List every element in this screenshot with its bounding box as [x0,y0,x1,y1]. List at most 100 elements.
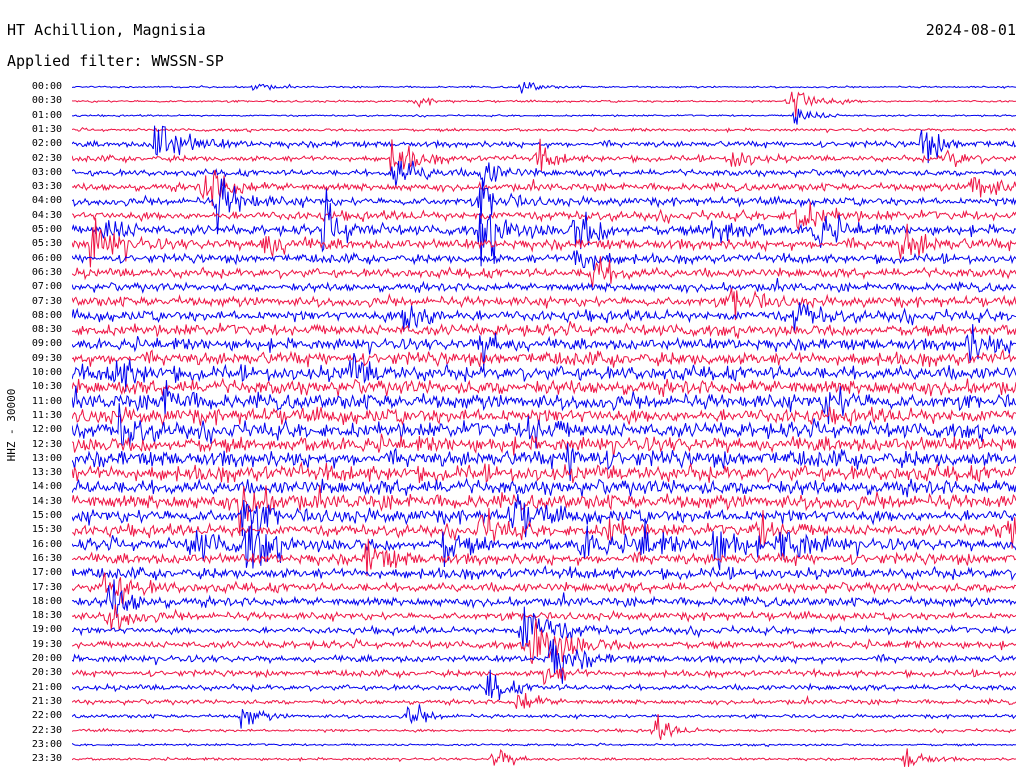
time-tick-label: 07:30 [31,295,62,307]
trace-row-12-00 [72,403,1016,449]
trace-row-10-30 [72,377,1016,397]
trace-row-20-00 [72,639,1016,684]
date-label: 2024-08-01 [925,21,1016,39]
trace-row-13-00 [72,443,1016,482]
time-tick-label: 00:30 [31,95,62,107]
time-tick-label: 07:00 [31,281,62,293]
trace-row-01-00 [72,108,1016,125]
trace-row-06-30 [72,256,1016,288]
time-tick-label: 10:00 [31,367,62,378]
time-tick-label: 09:30 [31,352,62,364]
time-tick-label: 02:30 [31,152,62,164]
trace-row-08-00 [72,302,1016,333]
time-tick-label: 15:00 [31,510,62,521]
time-tick-label: 02:00 [31,138,62,150]
trace-row-07-00 [72,278,1016,295]
time-tick-label: 19:30 [31,638,62,650]
time-tick-label: 22:00 [31,710,62,722]
time-tick-label: 06:00 [31,252,62,264]
time-tick-label: 18:00 [31,595,62,607]
trace-row-17-30 [72,572,1016,606]
time-tick-label: 04:30 [31,209,62,221]
trace-row-23-30 [72,748,1016,767]
trace-row-18-30 [72,604,1016,631]
time-tick-label: 01:30 [31,123,62,135]
time-tick-label: 13:30 [31,467,62,479]
trace-row-23-00 [72,742,1016,748]
trace-row-19-30 [72,618,1016,664]
trace-row-04-00 [72,178,1016,235]
trace-row-14-30 [72,485,1016,536]
time-tick-label: 14:30 [31,495,62,507]
trace-row-05-30 [72,218,1016,268]
station-title: HT Achillion, Magnisia [7,21,206,39]
time-tick-label: 11:00 [31,395,62,407]
trace-row-15-30 [72,507,1016,549]
time-tick-label: 22:30 [31,724,62,736]
trace-row-01-30 [72,126,1016,134]
trace-row-21-00 [72,669,1016,701]
trace-row-22-00 [72,704,1016,729]
time-tick-label: 23:00 [31,738,62,750]
time-tick-label: 05:00 [31,224,62,235]
time-tick-label: 03:30 [31,181,62,193]
trace-row-03-30 [72,169,1016,206]
time-tick-label: 08:00 [31,309,62,321]
trace-row-16-30 [72,538,1016,577]
time-tick-label: 13:00 [31,452,62,464]
trace-row-04-30 [72,201,1016,232]
trace-row-16-00 [72,520,1016,571]
time-tick-label: 16:30 [31,552,62,564]
filter-label: Applied filter: WWSSN-SP [7,52,224,70]
trace-row-10-00 [72,352,1016,392]
time-tick-label: 17:00 [31,567,62,579]
time-tick-label: 03:00 [31,166,62,178]
trace-row-08-30 [72,321,1016,339]
time-tick-label: 14:00 [31,481,62,493]
trace-row-21-30 [72,693,1016,709]
time-tick-label: 16:00 [31,538,62,550]
time-tick-label: 19:00 [31,624,62,636]
trace-row-03-00 [72,160,1016,188]
trace-row-00-30 [72,91,1016,118]
trace-row-14-00 [72,477,1016,498]
time-tick-label: 18:30 [31,610,62,622]
trace-row-11-00 [72,380,1016,425]
trace-row-19-00 [72,606,1016,649]
trace-row-22-30 [72,713,1016,740]
time-tick-label: 12:00 [31,424,62,436]
trace-row-15-00 [72,493,1016,538]
time-axis: 00:00 00:30 01:00 01:30 02:00 02:30 03:00 03:30… [0,0,68,780]
time-tick-label: 01:00 [31,109,62,121]
time-tick-label: 09:00 [31,338,62,350]
time-tick-label: 21:00 [31,681,62,693]
trace-row-09-00 [72,324,1016,369]
time-tick-label: 20:30 [31,667,62,679]
trace-row-02-30 [72,138,1016,172]
time-tick-label: 00:00 [31,81,62,92]
channel-axis-label: HHZ - 30000 [5,388,18,462]
time-tick-label: 20:00 [31,653,62,664]
time-tick-label: 11:30 [31,409,62,421]
trace-row-00-00 [72,81,1016,94]
trace-row-09-30 [72,348,1016,368]
trace-row-05-00 [72,188,1016,267]
time-tick-label: 15:30 [31,524,62,536]
trace-row-06-00 [72,250,1016,271]
trace-row-12-30 [72,433,1016,458]
time-tick-label: 21:30 [31,695,62,707]
time-tick-label: 06:30 [31,266,62,278]
trace-row-11-30 [72,406,1016,427]
trace-row-07-30 [72,287,1016,321]
trace-row-02-00 [72,125,1016,164]
trace-row-20-30 [72,667,1016,686]
time-tick-label: 12:30 [31,438,62,450]
time-tick-label: 17:30 [31,581,62,593]
time-tick-label: 23:30 [31,753,62,765]
trace-row-18-00 [72,579,1016,618]
helicorder-plot [72,81,1016,767]
time-tick-label: 04:00 [31,195,62,207]
trace-row-17-00 [72,565,1016,581]
trace-row-13-30 [72,461,1016,484]
time-tick-label: 10:30 [31,381,62,393]
